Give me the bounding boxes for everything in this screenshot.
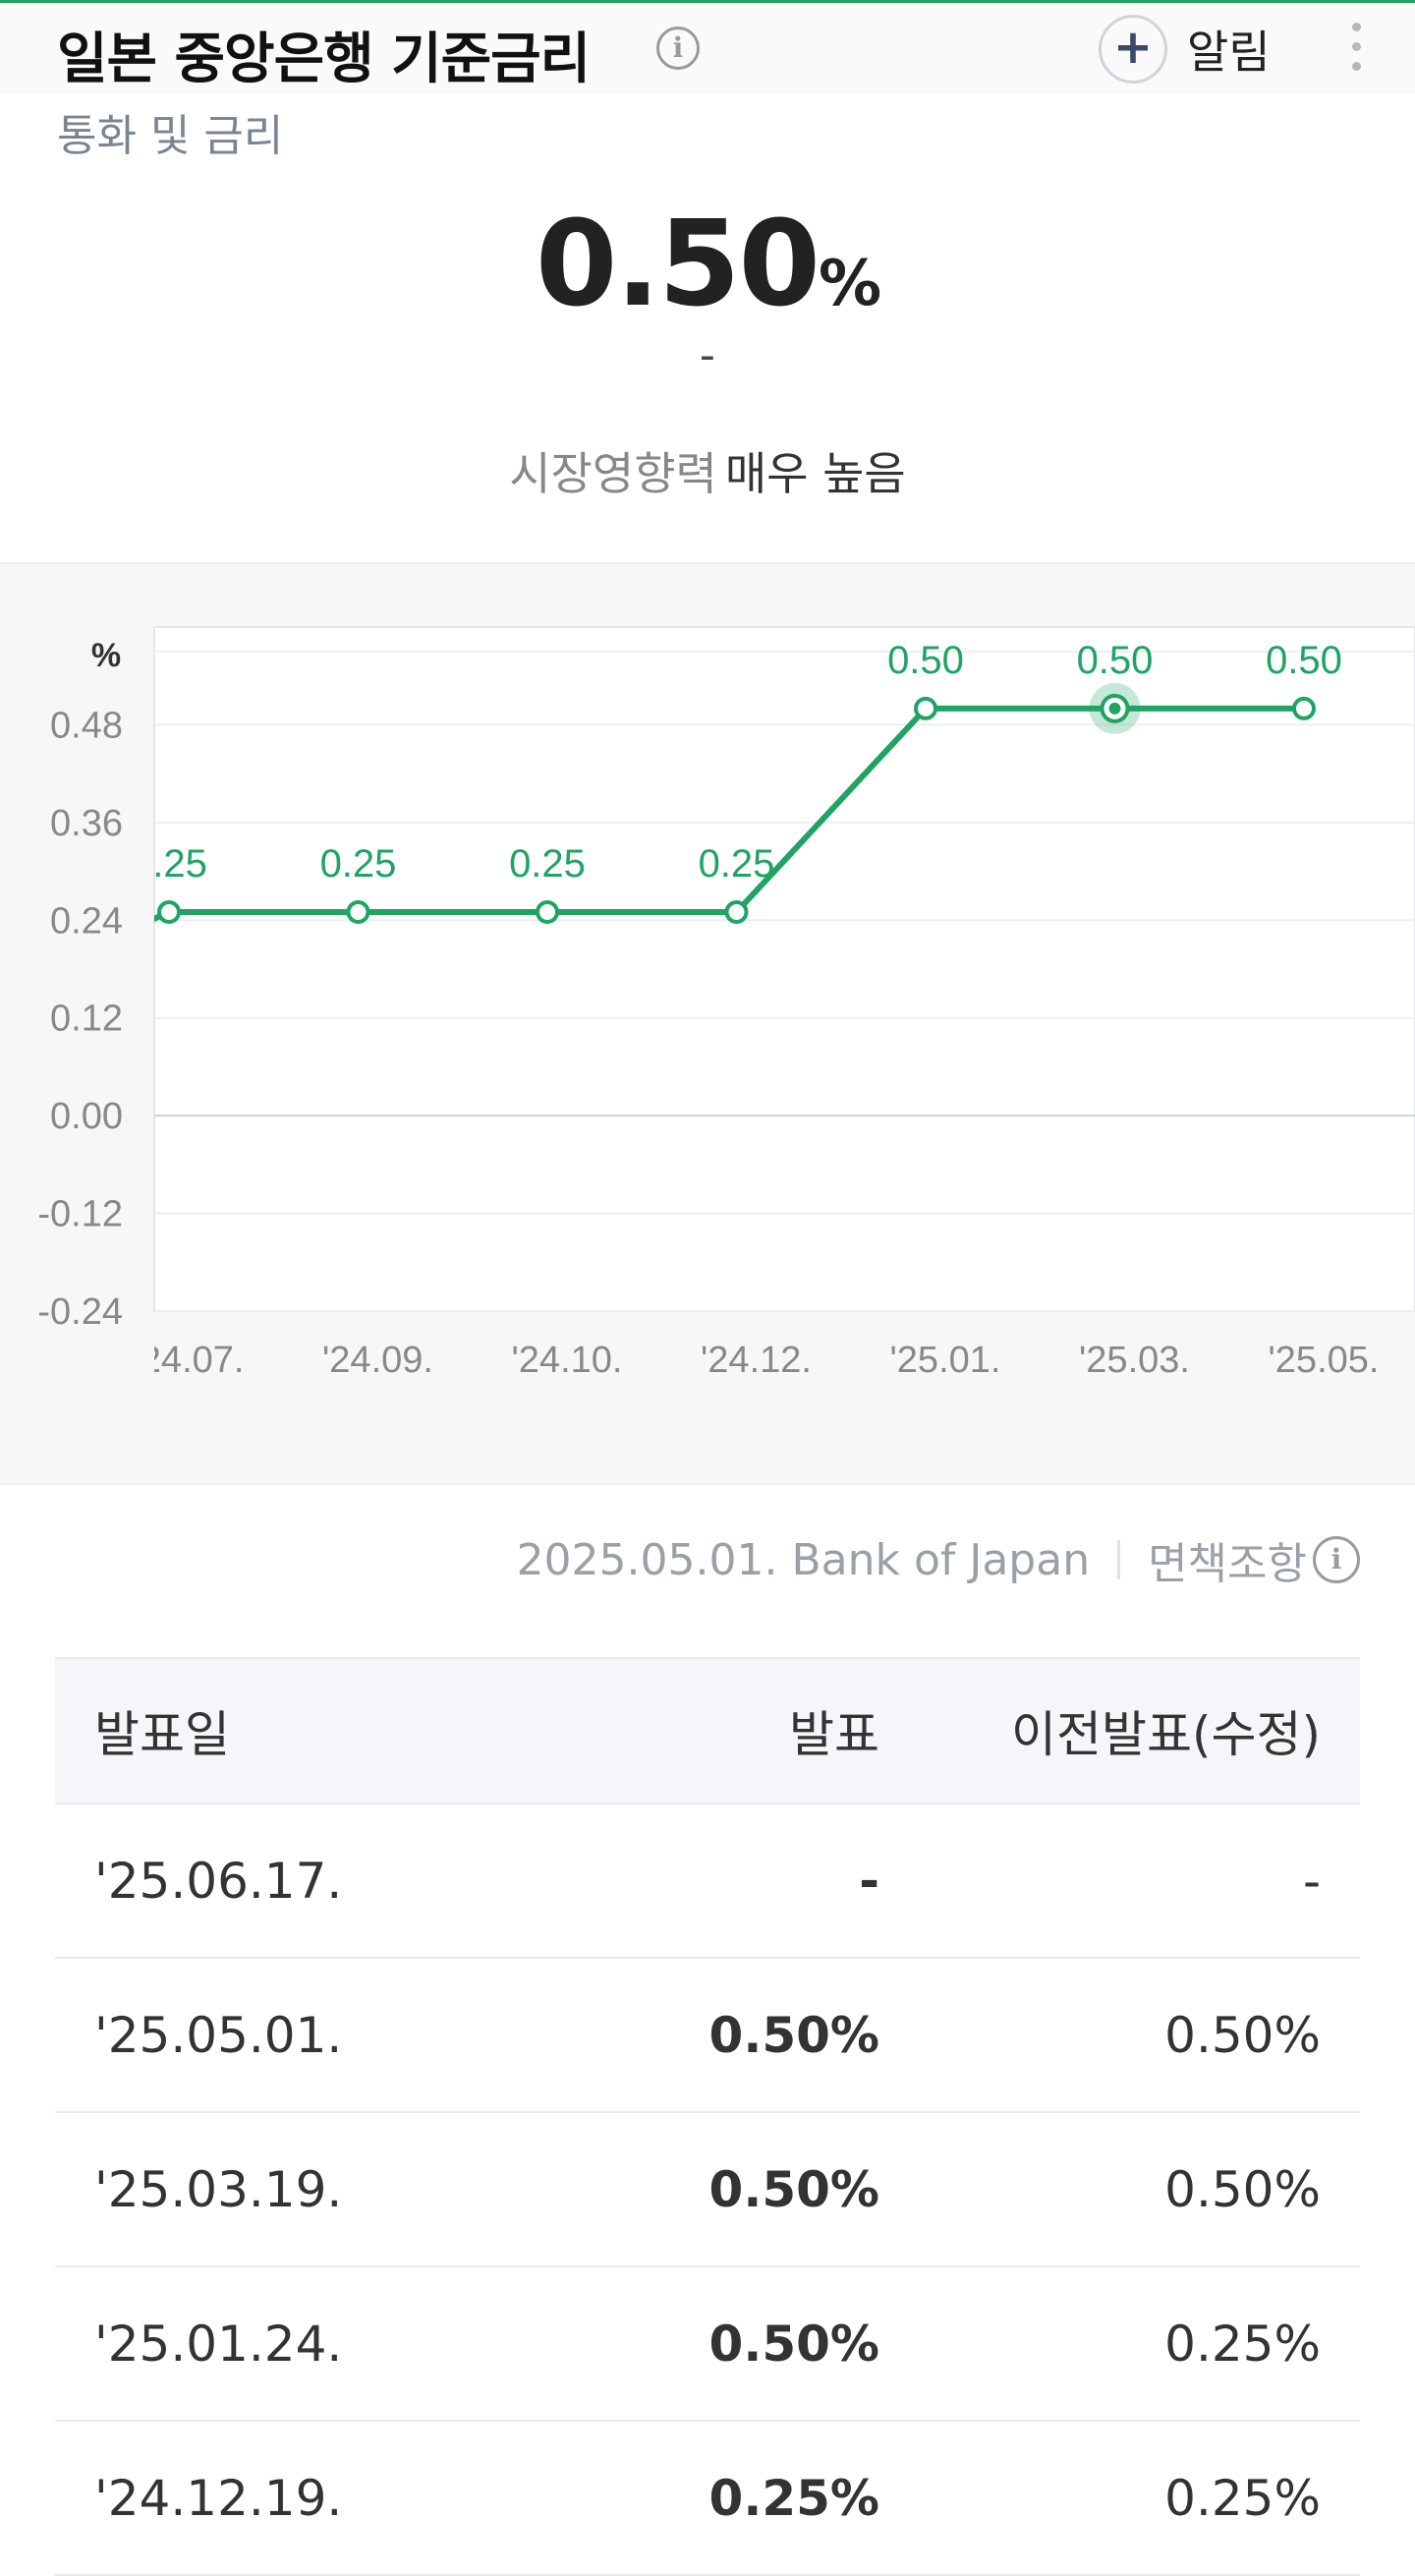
data-point bbox=[914, 696, 937, 720]
data-label: 0.50 bbox=[1266, 639, 1342, 682]
release-date: '25.06.17. bbox=[55, 1803, 584, 1958]
previous-value: 0.50% bbox=[907, 2111, 1360, 2266]
release-date: '25.05.01. bbox=[55, 1957, 584, 2112]
series-line bbox=[154, 705, 1304, 923]
x-tick-label: '25.03. bbox=[1079, 1340, 1190, 1381]
impact-value: 매우 높음 bbox=[724, 447, 906, 500]
header: 일본 중앙은행 기준금리 i + 알림 bbox=[0, 3, 1415, 93]
release-history-table: 발표일 발표 이전발표(수정) '25.06.17. - - '25.05.01… bbox=[55, 1657, 1360, 2576]
alert-button[interactable]: + 알림 bbox=[1099, 15, 1271, 84]
data-point bbox=[724, 900, 749, 924]
data-label: 0.25 bbox=[131, 842, 207, 886]
y-tick-label: 0.12 bbox=[50, 999, 123, 1040]
x-tick-label: '25.05. bbox=[1269, 1340, 1380, 1381]
data-point bbox=[346, 900, 370, 924]
actual-value: 0.50% bbox=[584, 2111, 907, 2266]
release-date: '25.01.24. bbox=[55, 2265, 584, 2421]
data-label: 0.25 bbox=[320, 842, 397, 886]
x-tick-label: '24.07. bbox=[134, 1340, 245, 1381]
source-text: 2025.05.01. Bank of Japan bbox=[516, 1534, 1091, 1585]
alert-label: 알림 bbox=[1187, 26, 1271, 79]
market-impact: 시장영향력 매우 높음 bbox=[0, 438, 1415, 503]
actual-value: 0.50% bbox=[584, 2265, 907, 2421]
data-label: 0.25 bbox=[699, 842, 775, 886]
y-tick-label: 0.24 bbox=[50, 900, 123, 942]
series-group: 0.25 '24.07. 0.25 '24.09. 0.25 '24.10. 0.25 '24… bbox=[131, 639, 1380, 1381]
table-row: '25.06.17. - - bbox=[55, 1803, 1360, 1958]
disclaimer-link[interactable]: 면책조항 bbox=[1148, 1539, 1307, 1589]
value-change: - bbox=[700, 330, 715, 380]
actual-value: 0.50% bbox=[584, 1957, 907, 2112]
info-icon[interactable]: i bbox=[656, 27, 700, 70]
current-value-unit: % bbox=[818, 248, 881, 320]
data-label: 0.25 bbox=[509, 842, 586, 886]
previous-value: - bbox=[907, 1803, 1360, 1958]
y-tick-label: -0.24 bbox=[37, 1291, 123, 1333]
plot-area bbox=[153, 626, 1415, 1312]
table-row: '25.03.19. 0.50% 0.50% bbox=[55, 2111, 1360, 2266]
release-date: '25.03.19. bbox=[55, 2111, 584, 2266]
header-actual: 발표 bbox=[584, 1657, 907, 1803]
more-menu-icon[interactable] bbox=[1346, 23, 1366, 74]
previous-value: 0.50% bbox=[907, 1957, 1360, 2112]
previous-value: 0.25% bbox=[907, 2420, 1360, 2576]
data-point bbox=[157, 900, 181, 924]
y-tick-label: -0.12 bbox=[37, 1194, 123, 1235]
info-icon[interactable]: i bbox=[1313, 1536, 1360, 1583]
data-label: 0.50 bbox=[887, 639, 964, 682]
table-header-row: 발표일 발표 이전발표(수정) bbox=[55, 1657, 1360, 1803]
divider bbox=[1117, 1540, 1121, 1579]
x-tick-label: '25.01. bbox=[890, 1340, 1001, 1381]
rate-chart[interactable]: -0.24 -0.12 0.00 0.12 0.24 0.36 0.48% 0.25 '24.0… bbox=[0, 562, 1415, 1485]
data-label: 0.50 bbox=[1077, 639, 1154, 682]
x-tick-label: '24.12. bbox=[701, 1340, 812, 1381]
y-tick-label: 0.36 bbox=[50, 803, 123, 844]
top-accent-line bbox=[0, 0, 1415, 3]
page-title: 일본 중앙은행 기준금리 bbox=[57, 28, 591, 91]
x-tick-label: '24.10. bbox=[512, 1340, 623, 1381]
table-row: '25.05.01. 0.50% 0.50% bbox=[55, 1957, 1360, 2112]
rate-chart-svg: -0.24 -0.12 0.00 0.12 0.24 0.36 0.48% 0.25 '24.0… bbox=[37, 626, 1415, 1381]
actual-value: 0.25% bbox=[584, 2420, 907, 2576]
category-subtitle: 통화 및 금리 bbox=[57, 111, 284, 161]
header-previous: 이전발표(수정) bbox=[907, 1657, 1360, 1803]
y-tick-label: 0.00 bbox=[50, 1096, 123, 1137]
y-tick-label: 0.48 bbox=[50, 705, 123, 746]
source-row: 2025.05.01. Bank of Japan 면책조항 i bbox=[517, 1528, 1360, 1591]
current-value: 0.50% bbox=[0, 197, 1415, 333]
previous-value: 0.25% bbox=[907, 2265, 1360, 2421]
y-axis-unit: % bbox=[91, 637, 121, 674]
data-point-center bbox=[1108, 702, 1121, 715]
x-tick-label: '24.09. bbox=[322, 1340, 433, 1381]
actual-value: - bbox=[584, 1803, 907, 1958]
impact-label: 시장영향력 bbox=[509, 447, 717, 500]
header-release-date: 발표일 bbox=[55, 1657, 584, 1803]
plus-icon: + bbox=[1099, 15, 1167, 84]
release-date: '24.12.19. bbox=[55, 2420, 584, 2576]
table-row: '24.12.19. 0.25% 0.25% bbox=[55, 2420, 1360, 2576]
data-point bbox=[536, 900, 559, 924]
data-point bbox=[1292, 696, 1316, 720]
current-value-number: 0.50 bbox=[535, 197, 821, 333]
table-row: '25.01.24. 0.50% 0.25% bbox=[55, 2265, 1360, 2421]
